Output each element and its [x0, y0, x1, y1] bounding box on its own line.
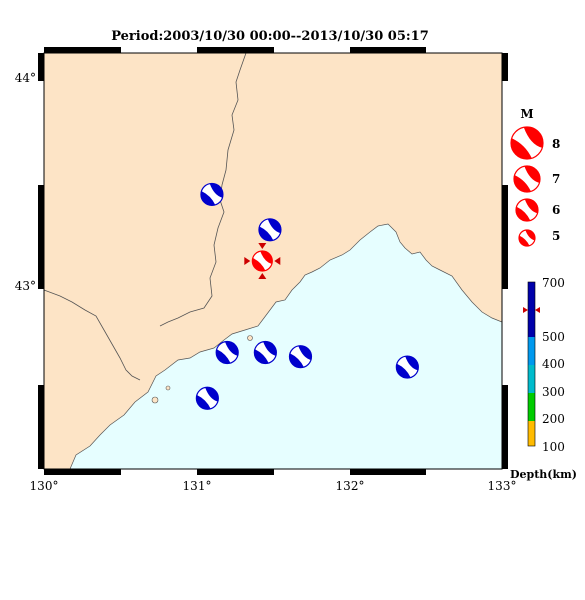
- frame-bar-top: [44, 47, 121, 53]
- magnitude-legend-ball: [513, 165, 541, 193]
- frame-bar-left: [38, 53, 44, 81]
- frame-bar-left: [38, 185, 44, 289]
- earthquake-event: [395, 355, 419, 379]
- map-area: [38, 47, 508, 475]
- event-marker: [274, 257, 281, 265]
- depth-tick-400: 400: [542, 357, 565, 371]
- event-marker: [244, 257, 251, 265]
- depth-legend-title: Depth(km): [510, 468, 577, 481]
- mag-label-7: 7: [552, 172, 560, 186]
- magnitude-legend-ball: [515, 198, 539, 222]
- island: [247, 335, 253, 341]
- depth-bar-400: [528, 365, 535, 393]
- depth-bar-200: [528, 421, 535, 446]
- lon-label-132: 132°: [336, 479, 365, 493]
- events-layer: [195, 182, 419, 410]
- mag-label-5: 5: [552, 229, 560, 243]
- river-line: [43, 289, 141, 381]
- frame-bar-right: [502, 185, 508, 289]
- magnitude-legend-ball: [510, 126, 544, 160]
- lat-label-43: 43°: [15, 279, 36, 293]
- depth-bar-frame: [527, 281, 536, 447]
- depth-marker-right: [535, 307, 540, 313]
- border-line: [159, 52, 247, 327]
- frame-bar-top: [197, 47, 274, 53]
- frame-bar-top: [350, 47, 426, 53]
- earthquake-event: [195, 386, 219, 410]
- earthquake-event: [253, 340, 277, 365]
- island: [151, 396, 159, 404]
- depth-bar-700: [528, 282, 535, 337]
- frame-bar-bottom: [44, 469, 121, 475]
- depth-marker-left: [523, 307, 528, 313]
- earthquake-event: [251, 250, 273, 272]
- depth-tick-200: 200: [542, 412, 565, 426]
- depth-tick-300: 300: [542, 385, 565, 399]
- depth-bar-500: [528, 337, 535, 365]
- lat-label-44: 44°: [15, 71, 36, 85]
- island: [165, 385, 171, 391]
- magnitude-legend-title: M: [520, 107, 533, 121]
- earthquake-event: [288, 345, 313, 369]
- frame-bar-bottom: [350, 469, 426, 475]
- depth-tick-100: 100: [542, 440, 565, 454]
- depth-tick-500: 500: [542, 330, 565, 344]
- mag-label-6: 6: [552, 203, 560, 217]
- sea-area: [69, 223, 503, 470]
- lon-label-131: 131°: [183, 479, 212, 493]
- magnitude-legend: M 8 7 6 5: [510, 107, 560, 247]
- event-marker: [258, 243, 267, 249]
- earthquake-event: [258, 218, 282, 242]
- depth-legend: 700 500 400 300 200 100 Depth(km): [510, 276, 577, 481]
- frame-bar-bottom: [197, 469, 274, 475]
- mag-label-8: 8: [552, 137, 560, 151]
- depth-bar-300: [528, 393, 535, 421]
- frame-bar-left: [38, 385, 44, 469]
- event-marker: [258, 273, 267, 279]
- frame-ticks: [38, 47, 508, 475]
- frame-bar-right: [502, 53, 508, 81]
- earthquake-event: [215, 340, 239, 365]
- depth-tick-700: 700: [542, 276, 565, 290]
- frame-bar-right: [502, 385, 508, 469]
- magnitude-legend-ball: [518, 229, 536, 247]
- earthquake-event: [200, 182, 224, 207]
- lon-label-133: 133°: [488, 479, 517, 493]
- lon-label-130: 130°: [30, 479, 59, 493]
- map-title: Period:2003/10/30 00:00--2013/10/30 05:1…: [111, 29, 429, 44]
